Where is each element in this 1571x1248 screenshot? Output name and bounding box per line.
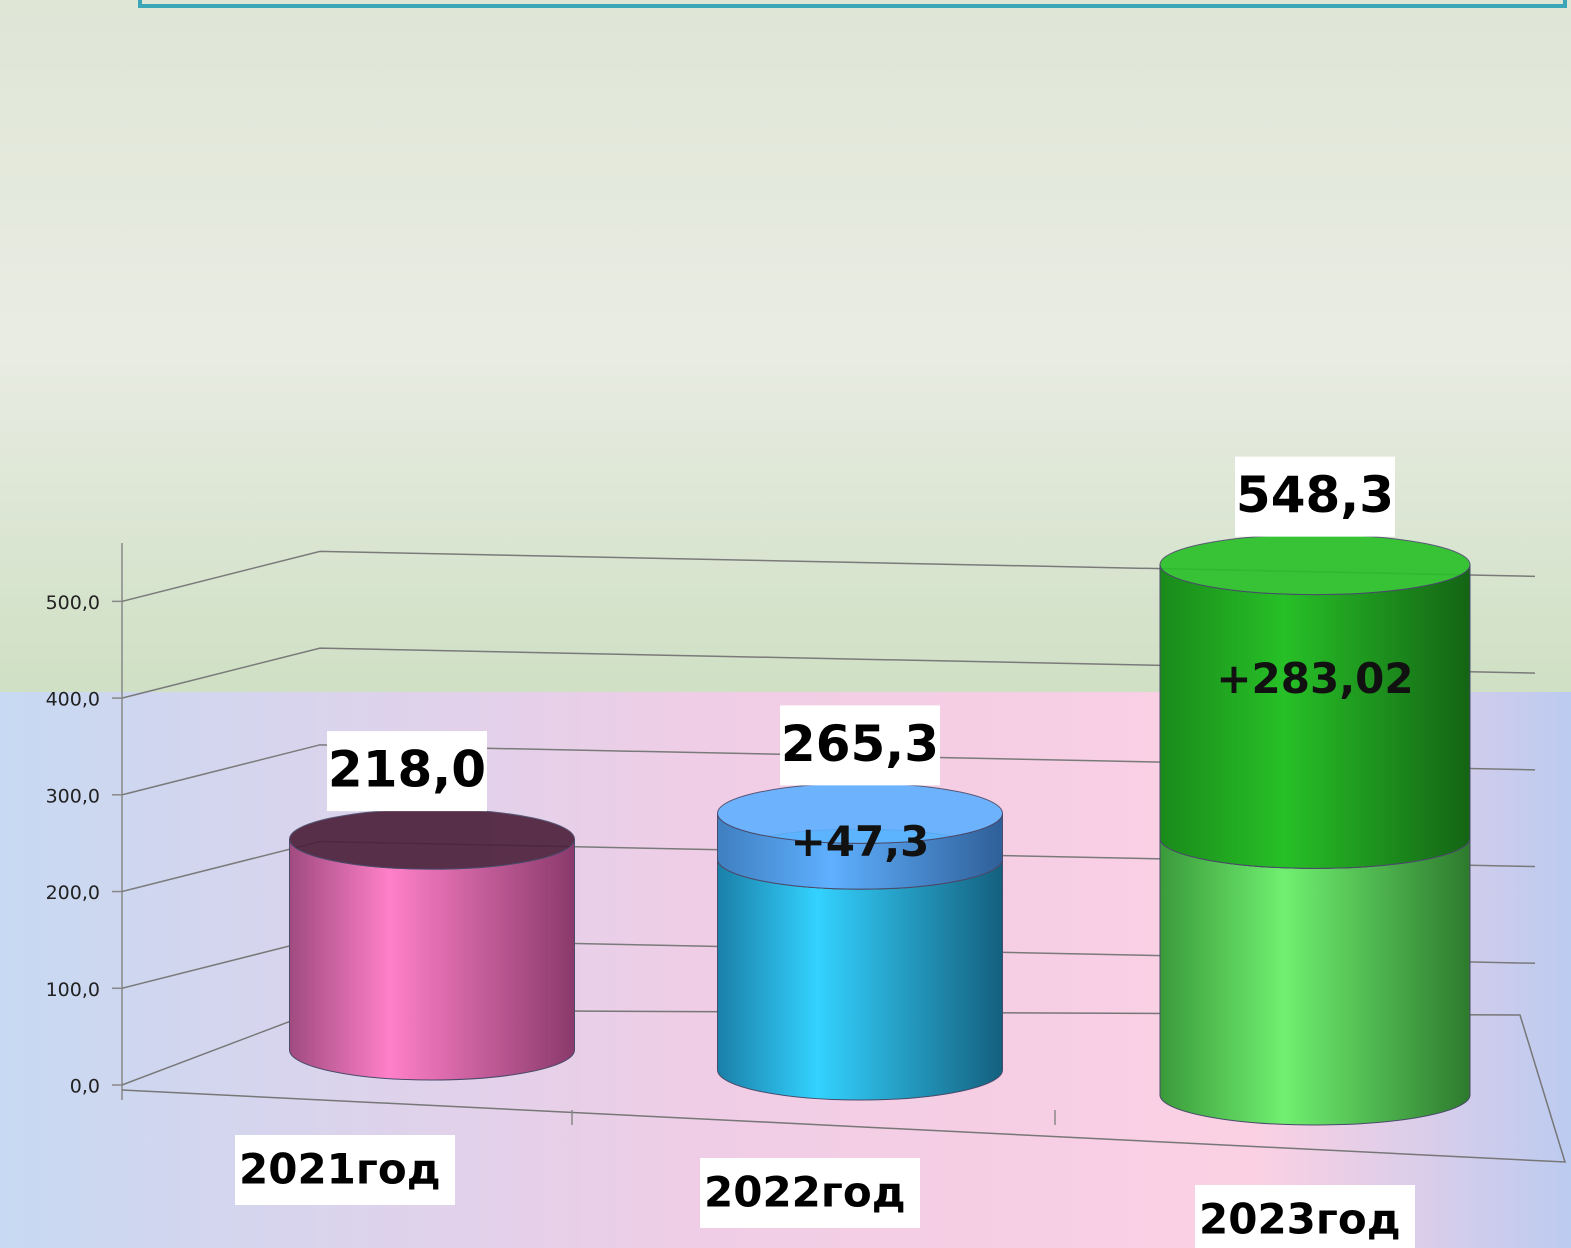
total-label: 265,3: [781, 715, 939, 773]
y-tick-label: 200,0: [46, 882, 100, 904]
y-tick-label: 100,0: [46, 979, 100, 1001]
cylinder-top: [1160, 535, 1470, 595]
y-tick-label: 400,0: [46, 689, 100, 711]
cylinder-top: [290, 809, 575, 869]
y-tick-label: 0,0: [70, 1076, 100, 1098]
x-tick-label: 2023год: [1199, 1195, 1401, 1244]
cylinder: [1160, 838, 1470, 1125]
y-tick-label: 500,0: [46, 592, 100, 614]
chart: 0,0 100,0 200,0 300,0 400,0 500,0 218,0 2021год…: [0, 0, 1571, 1248]
segment-label: +283,02: [1216, 654, 1413, 703]
cylinder: [718, 859, 1003, 1100]
total-label: 218,0: [328, 741, 486, 799]
x-tick-label: 2021год: [239, 1145, 441, 1194]
x-tick-label: 2022год: [704, 1168, 906, 1217]
segment-label: +47,3: [791, 817, 930, 866]
total-label: 548,3: [1236, 466, 1394, 524]
cylinder: [1160, 565, 1470, 869]
y-tick-label: 300,0: [46, 785, 100, 807]
cylinder: [290, 839, 575, 1080]
